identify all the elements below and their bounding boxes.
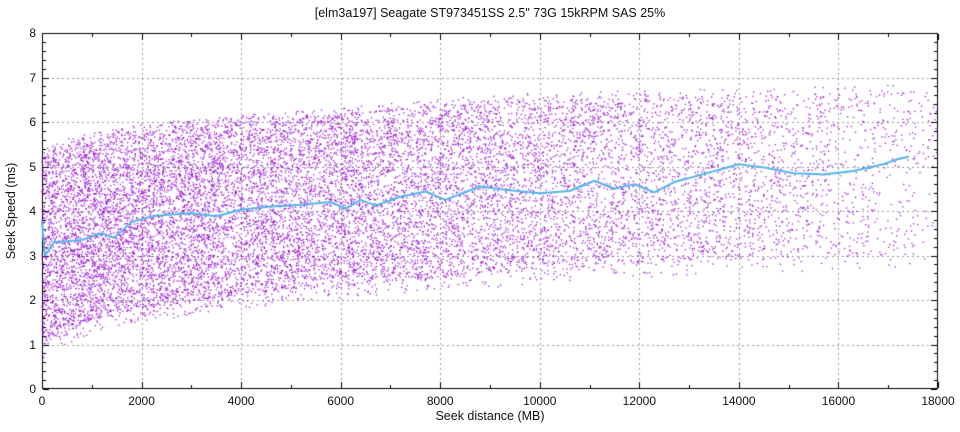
x-tick-label: 14000 (722, 394, 756, 408)
x-tick-label: 10000 (523, 394, 557, 408)
y-tick-label: 2 (29, 293, 36, 307)
x-tick-label: 16000 (821, 394, 856, 408)
chart-title: [elm3a197] Seagate ST973451SS 2.5" 73G 1… (314, 6, 666, 20)
y-tick-label: 5 (29, 159, 36, 174)
y-tick-label: 8 (29, 26, 36, 40)
y-tick-label: 3 (29, 248, 36, 263)
x-tick-label: 6000 (327, 394, 355, 408)
x-axis-label: Seek distance (MB) (435, 409, 545, 423)
x-tick-label: 12000 (622, 394, 657, 408)
x-tick-label: 0 (38, 394, 46, 408)
y-tick-label: 1 (29, 337, 36, 352)
y-tick-label: 6 (29, 115, 36, 129)
y-axis-label: Seek Speed (ms) (4, 162, 18, 260)
y-tick-label: 7 (29, 70, 36, 85)
x-tick-label: 8000 (426, 394, 454, 408)
x-tick-label: 18000 (921, 394, 955, 408)
x-tick-label: 2000 (128, 394, 155, 408)
x-tick-label: 4000 (227, 394, 255, 408)
y-tick-label: 4 (29, 204, 36, 218)
y-tick-label: 0 (29, 382, 36, 396)
